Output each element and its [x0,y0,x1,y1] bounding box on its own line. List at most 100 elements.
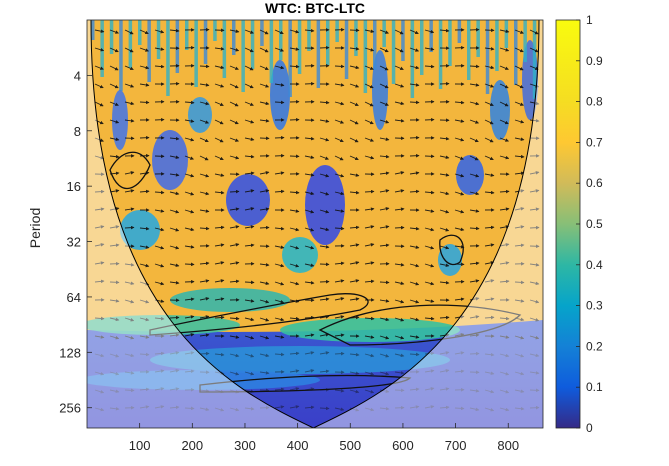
phase-arrow [469,261,480,266]
phase-arrow [94,371,105,376]
phase-arrow [454,227,465,232]
phase-arrow [499,261,510,265]
phase-arrow [439,315,450,320]
phase-arrow [439,155,450,160]
coherence-cell [354,20,358,56]
phase-arrow [289,405,300,409]
phase-arrow [499,207,510,211]
phase-arrow [274,65,285,70]
coherence-cell [344,20,349,79]
phase-arrow [124,29,134,35]
phase-arrow [169,263,180,268]
phase-arrow [454,315,465,319]
phase-arrow [394,118,405,123]
phase-arrow [244,47,254,53]
phase-arrow [169,227,180,232]
phase-arrow [484,119,494,125]
phase-arrow [214,173,225,177]
cone-of-influence-line [90,20,540,428]
phase-arrow [439,227,450,232]
phase-arrow [109,225,120,229]
phase-arrow [109,137,120,142]
phase-arrow [109,83,119,89]
phase-arrow [424,299,435,303]
y-tick-label: 128 [59,345,81,360]
phase-arrow [94,65,104,70]
phase-arrow [409,65,420,70]
phase-arrow [139,171,150,175]
phase-arrow [334,279,345,283]
phase-arrow [139,226,150,231]
phase-arrow [244,207,255,211]
phase-arrow [499,189,510,194]
phase-arrow [184,262,195,267]
phase-arrow [364,65,374,70]
colorbar-tick-label: 0.8 [586,95,603,109]
phase-arrow [514,389,525,393]
coherence-cell [213,20,217,41]
phase-arrow [199,173,210,178]
phase-arrow [289,299,300,303]
phase-arrow [514,225,525,229]
phase-arrow [514,317,525,322]
phase-arrow [94,389,105,394]
coherence-cell [316,20,321,88]
x-tick-label: 600 [392,438,414,453]
phase-arrow [124,335,135,340]
x-tick-label: 300 [234,438,256,453]
phase-arrow [199,297,210,301]
phase-arrow [94,29,105,33]
phase-arrow [244,317,255,322]
phase-arrow [94,155,105,160]
chart-title: WTC: BTC-LTC [265,0,365,16]
phase-arrow [229,83,239,89]
phase-arrow [139,100,150,105]
coherence-cell [194,20,198,87]
phase-arrow [184,406,195,411]
phase-arrow [229,407,240,412]
phase-arrow [244,189,255,193]
phase-arrow [319,209,330,214]
phase-arrow [184,209,195,214]
colorbar-tick-label: 1 [586,13,593,27]
phase-arrow [499,65,509,70]
phase-arrow [289,316,300,321]
phase-arrow [94,316,105,321]
phase-arrow [499,243,510,247]
phase-arrow [199,101,210,106]
phase-arrow [244,83,254,89]
phase-arrow [274,189,285,194]
phase-arrow [274,263,285,268]
phase-arrow [259,119,270,123]
phase-arrow [529,353,540,358]
phase-arrow [214,261,225,265]
phase-arrow [154,281,165,286]
phase-arrow [154,227,165,232]
phase-arrow [424,209,435,213]
coherence-cell [138,20,142,45]
phase-arrow [334,173,345,178]
coherence-cell [87,315,240,335]
phase-arrow [409,352,420,357]
phase-arrow [109,29,119,34]
phase-arrow [199,351,210,356]
phase-arrow [229,155,240,160]
phase-arrow [184,369,195,374]
phase-arrow [349,137,359,143]
phase-arrow [304,280,315,285]
coherence-cell [410,20,415,98]
phase-arrow [214,315,225,320]
phase-arrow [124,171,135,175]
phase-arrow [334,261,345,266]
phase-arrow [109,335,120,340]
phase-arrow [469,209,480,213]
coherence-cell [150,346,450,374]
coherence-cell [232,20,236,55]
phase-arrow [199,279,210,283]
phase-arrow [484,83,495,88]
phase-arrow [139,387,150,392]
phase-arrow [394,189,405,193]
phase-arrow [379,299,390,303]
phase-arrow [394,225,405,230]
